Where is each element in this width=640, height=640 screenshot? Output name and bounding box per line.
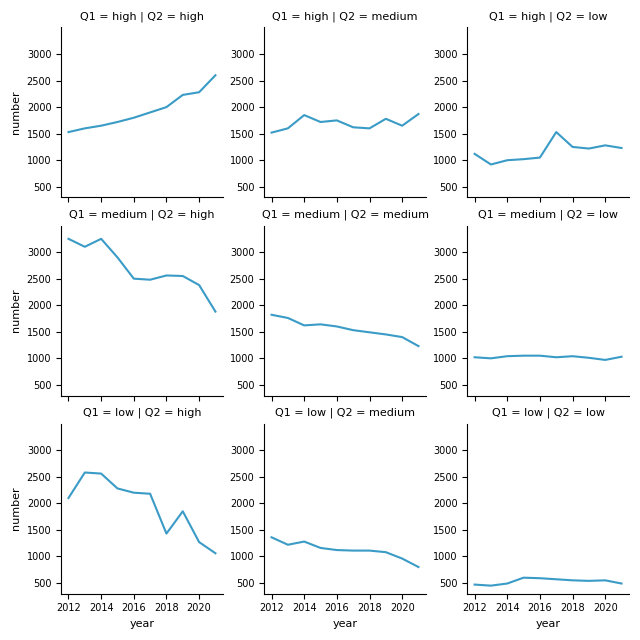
Title: Q1 = high | Q2 = high: Q1 = high | Q2 = high: [80, 11, 204, 22]
Y-axis label: number: number: [11, 487, 21, 531]
Y-axis label: number: number: [11, 91, 21, 134]
Title: Q1 = medium | Q2 = medium: Q1 = medium | Q2 = medium: [262, 209, 429, 220]
Title: Q1 = low | Q2 = high: Q1 = low | Q2 = high: [83, 407, 201, 418]
Title: Q1 = high | Q2 = medium: Q1 = high | Q2 = medium: [272, 11, 418, 22]
Y-axis label: number: number: [11, 289, 21, 332]
Title: Q1 = high | Q2 = low: Q1 = high | Q2 = low: [489, 11, 607, 22]
Title: Q1 = low | Q2 = low: Q1 = low | Q2 = low: [492, 407, 605, 418]
Title: Q1 = medium | Q2 = high: Q1 = medium | Q2 = high: [69, 209, 214, 220]
X-axis label: year: year: [129, 619, 154, 629]
Title: Q1 = medium | Q2 = low: Q1 = medium | Q2 = low: [478, 209, 618, 220]
X-axis label: year: year: [333, 619, 358, 629]
X-axis label: year: year: [536, 619, 561, 629]
Title: Q1 = low | Q2 = medium: Q1 = low | Q2 = medium: [275, 407, 415, 418]
